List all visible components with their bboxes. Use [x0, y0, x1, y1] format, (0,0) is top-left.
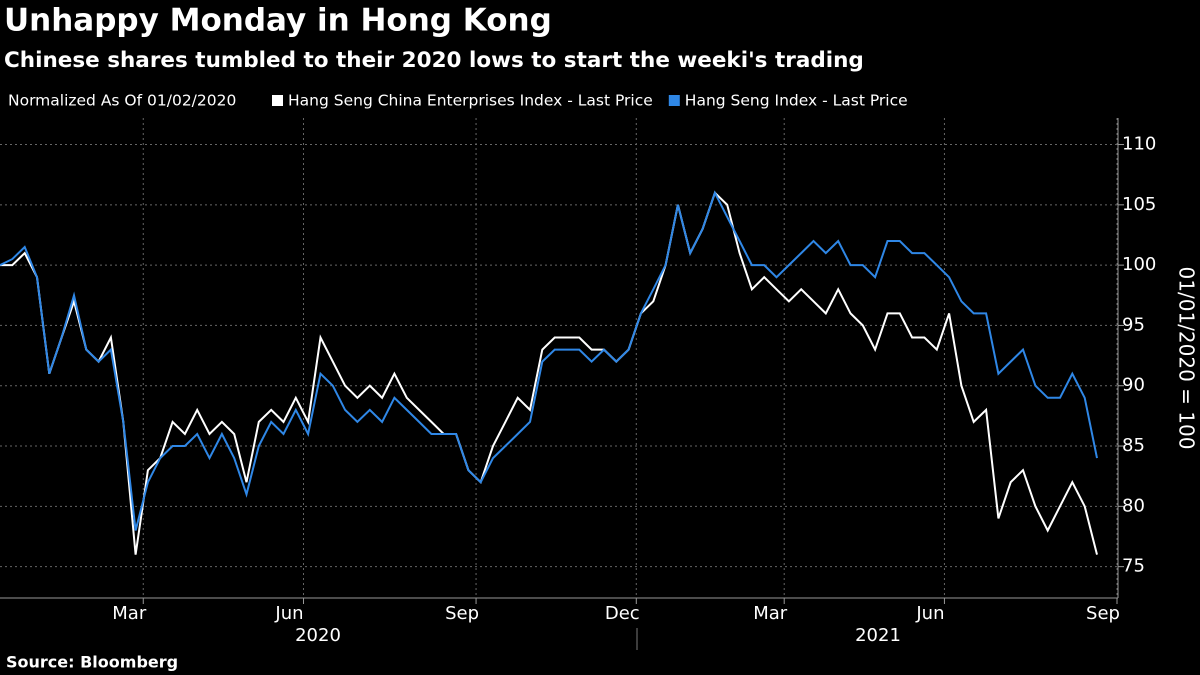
x-tick-label: Jun — [274, 603, 303, 624]
line-series — [0, 190, 1098, 531]
y-tick-label: 75 — [1122, 556, 1145, 577]
y-tick-label: 80 — [1122, 495, 1145, 516]
legend-label: Hang Seng Index - Last Price — [685, 92, 908, 110]
y-tick-label: 95 — [1122, 314, 1145, 335]
y-tick-label: 105 — [1122, 194, 1156, 215]
x-tick-label: Mar — [112, 603, 147, 624]
legend-swatch — [272, 95, 283, 106]
chart-title: Unhappy Monday in Hong Kong — [4, 3, 552, 39]
source: Source: Bloomberg — [6, 653, 178, 672]
x-tick-label: Mar — [753, 603, 788, 624]
x-tick-label: Sep — [445, 603, 479, 624]
y-tick-label: 100 — [1122, 254, 1156, 275]
y-tick-label: 85 — [1122, 435, 1145, 456]
legend-label: Hang Seng China Enterprises Index - Last… — [288, 92, 653, 110]
y-tick-label: 90 — [1122, 375, 1145, 396]
line-series — [0, 190, 1098, 555]
y-axis-label: 01/01/2020 = 100 — [1175, 267, 1199, 450]
legend-swatch — [668, 95, 680, 106]
y-tick-label: 110 — [1122, 134, 1156, 155]
legend-title: Normalized As Of 01/02/2020 — [8, 92, 236, 110]
chart-subtitle: Chinese shares tumbled to their 2020 low… — [4, 48, 864, 73]
x-tick-label: Dec — [605, 603, 640, 624]
x-tick-label: Sep — [1086, 603, 1120, 624]
year-label: 2020 — [295, 625, 341, 646]
year-label: 2021 — [855, 625, 901, 646]
x-tick-label: Jun — [915, 603, 944, 624]
